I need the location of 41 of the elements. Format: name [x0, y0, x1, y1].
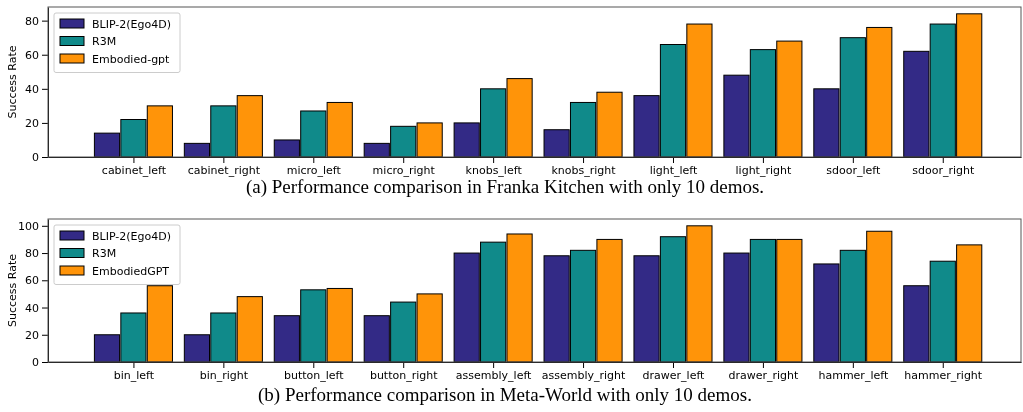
y-tick-label: 40 — [25, 82, 39, 96]
x-tick-label: bin_left — [113, 368, 155, 382]
x-tick-label: assembly_right — [541, 368, 627, 382]
y-tick-label: 20 — [25, 116, 39, 130]
x-tick-label: knobs_right — [551, 163, 617, 177]
y-tick-label: 40 — [25, 301, 39, 315]
x-tick-label: drawer_left — [642, 368, 706, 382]
text: (b) Performance comparison in Meta-World with only 10 demos. — [258, 384, 752, 406]
text: (a) Performance comparison in Franka Kitchen with only 10 demos. — [245, 176, 765, 198]
x-tick-label: assembly_left — [455, 368, 533, 382]
legend-label: R3M — [92, 35, 117, 48]
y-tick-label: 80 — [25, 247, 39, 261]
x-tick-label: bin_right — [199, 368, 249, 382]
x-tick-label: hammer_left — [818, 368, 889, 382]
x-tick-label: drawer_right — [728, 368, 800, 382]
x-tick-label: button_right — [369, 368, 439, 382]
y-tick-label: 0 — [32, 356, 39, 370]
x-tick-label: hammer_right — [904, 368, 983, 382]
x-tick-label: micro_left — [286, 163, 342, 177]
x-tick-label: sdoor_right — [912, 163, 975, 177]
x-tick-label: cabinet_left — [101, 163, 167, 177]
x-tick-label: button_left — [283, 368, 345, 382]
legend-label: EmbodiedGPT — [92, 264, 170, 278]
y-tick-label: 80 — [25, 14, 39, 28]
legend-label: R3M — [92, 247, 117, 260]
y-tick-label: 60 — [25, 274, 39, 288]
legend-label: BLIP-2(Ego4D) — [92, 229, 171, 243]
y-tick-label: 0 — [32, 151, 39, 165]
x-tick-label: cabinet_right — [187, 163, 261, 177]
x-tick-label: knobs_left — [465, 163, 523, 177]
y-tick-label: 20 — [25, 328, 39, 342]
y-tick-label: 100 — [18, 219, 39, 233]
y-axis-title: Success Rate — [6, 253, 19, 327]
y-tick-label: 60 — [25, 48, 39, 62]
x-tick-label: light_left — [649, 163, 699, 177]
x-tick-label: light_right — [735, 163, 792, 177]
legend-label: BLIP-2(Ego4D) — [92, 17, 171, 31]
x-tick-label: micro_right — [372, 163, 436, 177]
x-tick-label: sdoor_left — [826, 163, 882, 177]
legend-label: Embodied-gpt — [92, 52, 171, 66]
y-axis-title: Success Rate — [6, 45, 19, 119]
